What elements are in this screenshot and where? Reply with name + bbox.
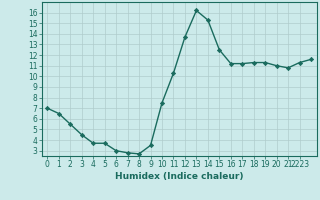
- X-axis label: Humidex (Indice chaleur): Humidex (Indice chaleur): [115, 172, 244, 181]
